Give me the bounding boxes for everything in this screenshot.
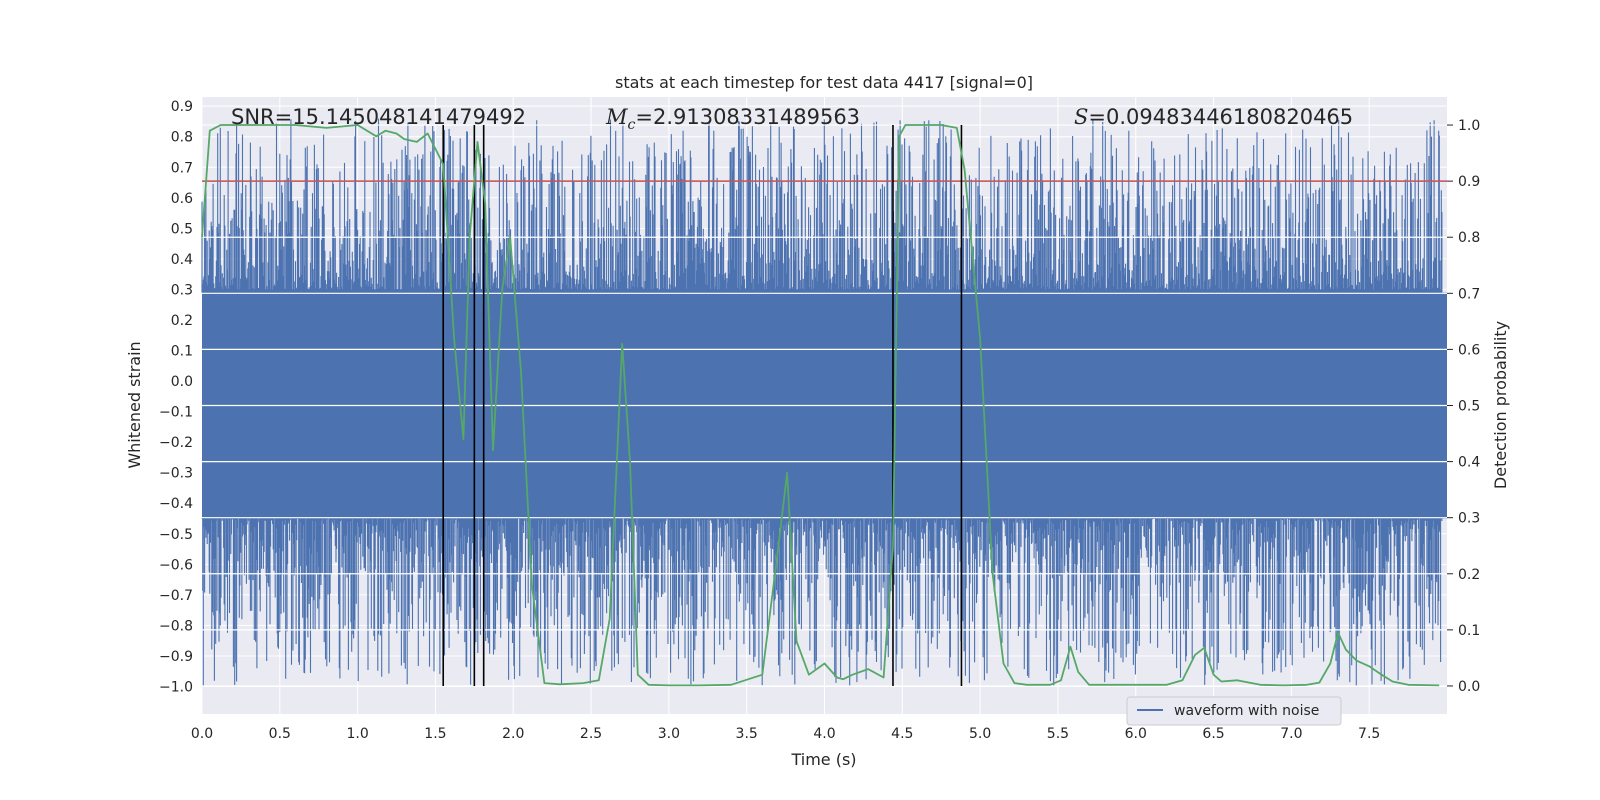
y-axis-ticks: 0.9 0.8 0.7 0.6 0.5 0.4 0.3 0.2 0.1 0.0 −0.1 −0.2 −0… — [159, 99, 193, 695]
y-tick-label: −0.1 — [159, 405, 193, 421]
x-axis-ticks: 0.0 0.5 1.0 1.5 2.0 2.5 3.0 3.5 4.0 4.5 5.0 5.5 6.0 6… — [191, 726, 1380, 742]
y-tick-label: 0.3 — [171, 282, 193, 298]
x-tick-label: 6.0 — [1125, 726, 1147, 742]
chirp-mass-value: =2.91308331489563 — [635, 105, 860, 129]
y2-tick-label: 0.0 — [1458, 679, 1480, 695]
y2-tick-label: 0.4 — [1458, 455, 1480, 471]
x-axis-label: Time (s) — [790, 750, 856, 769]
x-tick-label: 7.5 — [1358, 726, 1380, 742]
y-tick-label: −0.7 — [159, 588, 193, 604]
y-tick-label: 0.4 — [171, 252, 193, 268]
y2-tick-label: 0.9 — [1458, 174, 1480, 190]
chirp-mass-subscript: c — [628, 117, 636, 133]
x-tick-label: 2.0 — [502, 726, 524, 742]
y-tick-label: 0.9 — [171, 99, 193, 115]
y2-tick-label: 0.8 — [1458, 230, 1480, 246]
y-tick-label: −0.3 — [159, 466, 193, 482]
y-tick-label: 0.1 — [171, 344, 193, 360]
y-tick-label: −1.0 — [159, 680, 193, 696]
y-tick-label: −0.4 — [159, 496, 193, 512]
x-tick-label: 5.5 — [1047, 726, 1069, 742]
y2-tick-label: 0.6 — [1458, 342, 1480, 358]
y2-tick-label: 0.1 — [1458, 623, 1480, 639]
x-tick-label: 5.0 — [969, 726, 991, 742]
x-tick-label: 3.5 — [736, 726, 758, 742]
s-annotation: S=0.09483446180820465 — [1074, 105, 1353, 129]
y2-tick-label: 1.0 — [1458, 118, 1480, 134]
probability-series — [201, 124, 1440, 687]
s-value: =0.09483446180820465 — [1088, 105, 1353, 129]
y2-axis-ticks: 1.0 0.9 0.8 0.7 0.6 0.5 0.4 0.3 0.2 0.1 0.0 — [1447, 118, 1480, 695]
x-tick-label: 2.5 — [580, 726, 602, 742]
y-tick-label: 0.0 — [171, 374, 193, 390]
x-tick-label: 6.5 — [1202, 726, 1224, 742]
chirp-mass-annotation: Mc=2.91308331489563 — [605, 105, 860, 133]
y-tick-label: −0.8 — [159, 618, 193, 634]
event-lines — [442, 125, 963, 686]
y2-tick-label: 0.5 — [1458, 399, 1480, 415]
y-tick-label: −0.2 — [159, 435, 193, 451]
y-tick-label: 0.6 — [171, 191, 193, 207]
legend-label: waveform with noise — [1174, 703, 1319, 719]
y2-axis-label: Detection probability — [1491, 321, 1510, 489]
detection-probability-line — [201, 124, 1440, 687]
y-tick-label: −0.9 — [159, 649, 193, 665]
x-tick-label: 0.5 — [269, 726, 291, 742]
y-tick-label: 0.7 — [171, 160, 193, 176]
s-symbol: S — [1074, 105, 1088, 129]
legend: waveform with noise — [1126, 696, 1342, 726]
y-tick-label: −0.5 — [159, 527, 193, 543]
x-tick-label: 1.5 — [424, 726, 446, 742]
noise-upper-spikes — [201, 118, 1443, 293]
chart-title: stats at each timestep for test data 441… — [615, 73, 1033, 92]
chirp-mass-symbol: M — [605, 105, 628, 129]
x-tick-label: 4.5 — [891, 726, 913, 742]
x-tick-label: 3.0 — [658, 726, 680, 742]
y-tick-label: 0.2 — [171, 313, 193, 329]
snr-annotation: SNR=15.145048141479492 — [231, 105, 526, 129]
legend-box — [1126, 696, 1342, 726]
y-axis-label: Whitened strain — [125, 341, 144, 468]
noise-lower-spikes — [201, 518, 1443, 687]
y2-tick-label: 0.2 — [1458, 567, 1480, 583]
x-tick-label: 7.0 — [1280, 726, 1302, 742]
y-tick-label: 0.5 — [171, 221, 193, 237]
x-tick-label: 4.0 — [813, 726, 835, 742]
y-tick-label: −0.6 — [159, 557, 193, 573]
x-tick-label: 1.0 — [346, 726, 368, 742]
x-tick-label: 0.0 — [191, 726, 213, 742]
y2-tick-label: 0.3 — [1458, 511, 1480, 527]
y-tick-label: 0.8 — [171, 130, 193, 146]
y2-tick-label: 0.7 — [1458, 286, 1480, 302]
